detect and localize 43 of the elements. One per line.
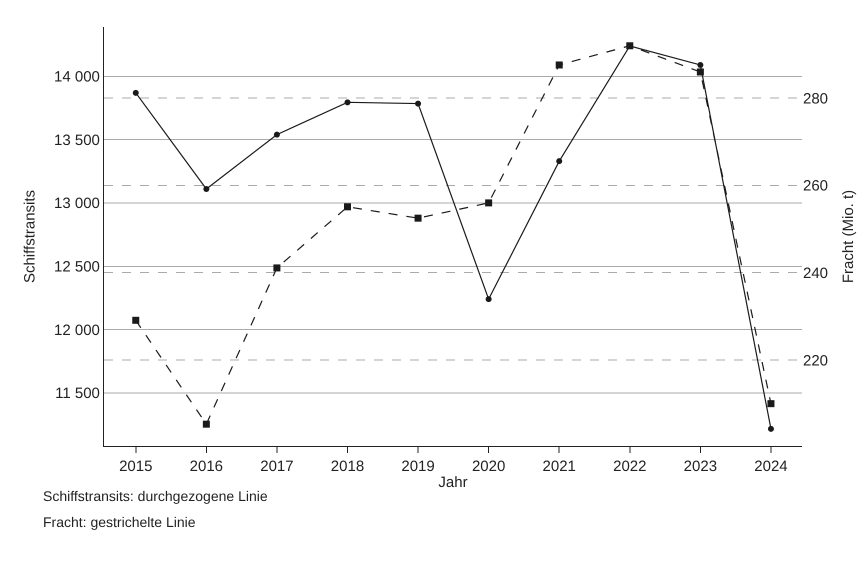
- x-tick-label: 2015: [119, 458, 152, 476]
- y-tick-label: 12 000: [54, 322, 100, 339]
- point: [203, 186, 210, 192]
- x-tick-label: 2020: [472, 458, 506, 476]
- x-tick-label: 2017: [260, 458, 294, 476]
- x-tick-label: 2023: [684, 458, 718, 476]
- x-axis-title: Jahr: [438, 474, 468, 492]
- y-tick-label: 13 000: [54, 195, 100, 212]
- point: [274, 132, 280, 138]
- y-tick-label: 11 500: [55, 385, 100, 402]
- x-tick-label: 2021: [542, 458, 576, 476]
- y2-tick-label: 260: [803, 178, 828, 195]
- y2-tick-label: 220: [803, 352, 828, 370]
- point: [132, 90, 139, 96]
- point: [556, 61, 563, 68]
- point: [556, 158, 562, 164]
- point: [344, 203, 351, 210]
- y-tick-label: 14 000: [54, 68, 100, 86]
- text: Fracht: gestrichelte Linie: [43, 514, 196, 530]
- y2-tick-label: 240: [803, 264, 828, 282]
- y-tick-label: 13 500: [54, 132, 100, 149]
- point: [132, 316, 140, 324]
- x-tick-label: 2019: [401, 458, 435, 476]
- text: Schiffstransits: durchgezogene Linie: [43, 488, 268, 504]
- point: [696, 68, 704, 76]
- y-axis-title: Schiffstransits: [21, 190, 38, 284]
- point: [273, 264, 280, 272]
- point: [202, 420, 210, 428]
- point: [485, 199, 492, 206]
- point: [767, 400, 774, 408]
- point: [768, 426, 774, 432]
- x-tick-label: 2022: [613, 458, 646, 476]
- point: [344, 99, 350, 106]
- point: [486, 296, 492, 302]
- y2-tick-label: 280: [803, 90, 828, 108]
- point: [414, 214, 422, 222]
- point: [697, 62, 704, 68]
- y-tick-label: 12 500: [54, 258, 100, 276]
- point: [415, 100, 422, 107]
- x-tick-label: 2018: [330, 458, 364, 476]
- y2-axis-title: Fracht (Mio. t): [840, 190, 858, 284]
- x-tick-label: 2024: [754, 458, 788, 476]
- x-tick-label: 2016: [190, 458, 224, 476]
